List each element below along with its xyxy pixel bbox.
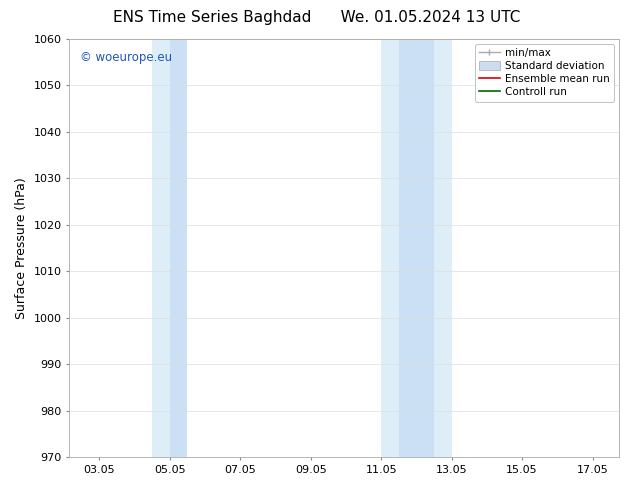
Y-axis label: Surface Pressure (hPa): Surface Pressure (hPa): [15, 177, 28, 319]
Bar: [434, 39, 451, 457]
Bar: [399, 39, 434, 457]
Text: © woeurope.eu: © woeurope.eu: [81, 51, 172, 64]
Bar: [152, 39, 170, 457]
Bar: [381, 39, 399, 457]
Text: ENS Time Series Baghdad      We. 01.05.2024 13 UTC: ENS Time Series Baghdad We. 01.05.2024 1…: [113, 10, 521, 25]
Legend: min/max, Standard deviation, Ensemble mean run, Controll run: min/max, Standard deviation, Ensemble me…: [475, 44, 614, 101]
Bar: [170, 39, 188, 457]
